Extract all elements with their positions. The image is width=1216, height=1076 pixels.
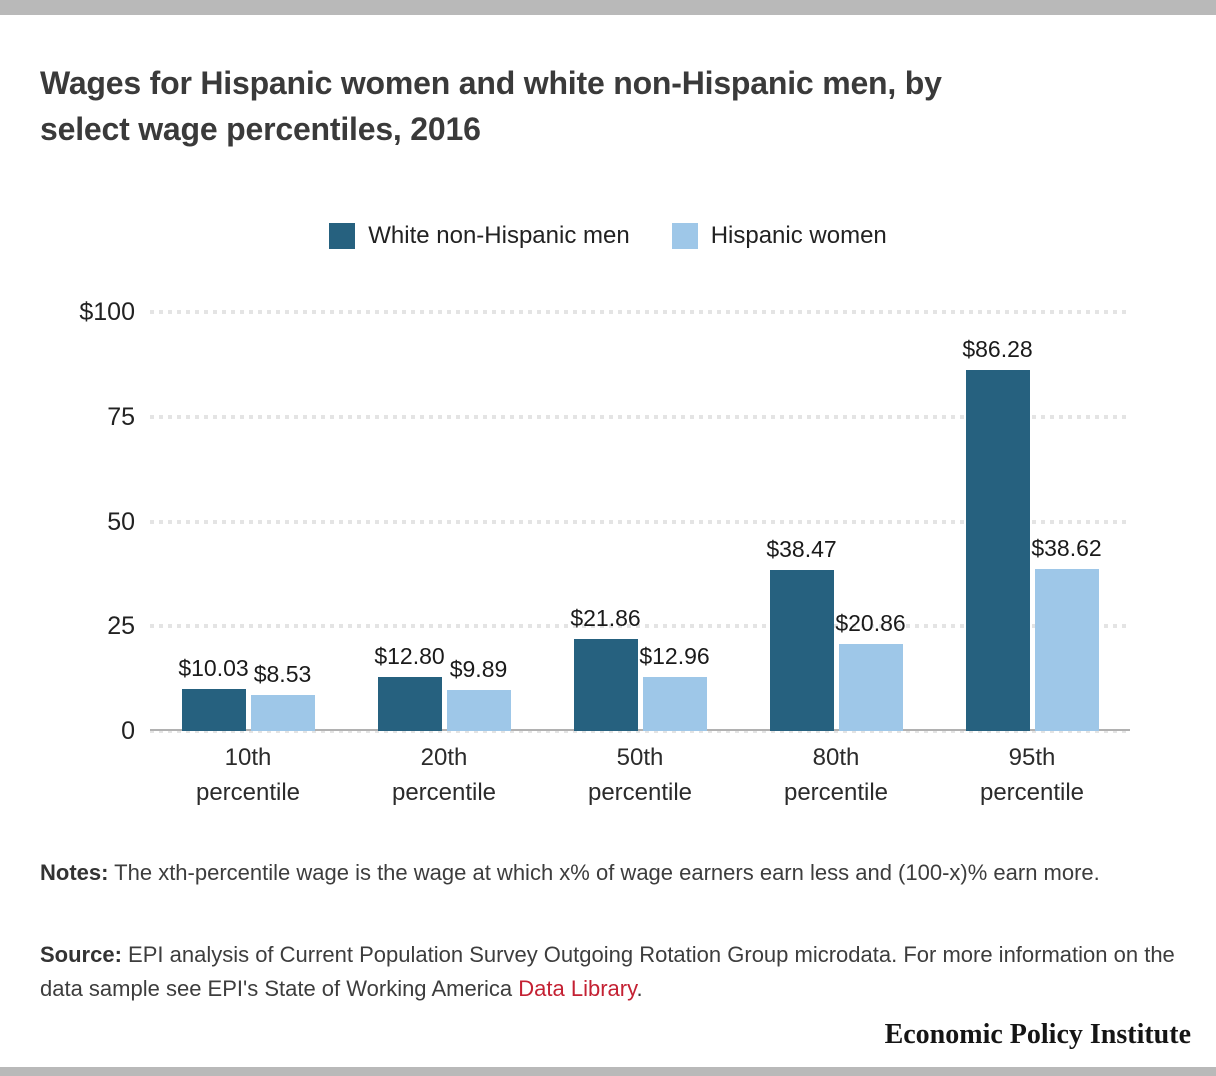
notes-text: Notes: The xth-percentile wage is the wa…: [40, 860, 1100, 885]
bar-group-50th: $21.86 $12.96 50th percentile: [542, 280, 738, 806]
bar-value-label: $20.86: [835, 609, 906, 636]
bar-white-men-95th[interactable]: $86.28: [962, 336, 1033, 731]
bar-group-20th: $12.80 $9.89 20th percentile: [346, 280, 542, 806]
bar-white-men-20th[interactable]: $12.80: [374, 643, 445, 731]
gridline: [150, 624, 1130, 629]
top-border-bar: [0, 0, 1216, 15]
bar-white-men-50th[interactable]: $21.86: [570, 605, 641, 731]
page-title: Wages for Hispanic women and white non-H…: [40, 60, 1180, 152]
bar-value-label: $86.28: [962, 335, 1033, 362]
page-title-line2: select wage percentiles, 2016: [40, 111, 481, 147]
gridline: [150, 519, 1130, 524]
bar-value-label: $8.53: [253, 661, 312, 688]
bar-white-men-10th[interactable]: $10.03: [178, 655, 249, 731]
epi-logo-text: Economic Policy Institute: [884, 1019, 1191, 1050]
legend-item-hispanic-women[interactable]: Hispanic women: [671, 222, 887, 250]
page-title-line1: Wages for Hispanic women and white non-H…: [40, 65, 942, 101]
notes-label: Notes:: [40, 860, 109, 885]
bar-value-label: $38.47: [766, 535, 837, 562]
bar-value-label: $10.03: [178, 655, 249, 681]
bar-hispanic-women-80th[interactable]: $20.86: [835, 610, 906, 731]
y-axis-tick-label: 0: [121, 717, 135, 745]
bar-hispanic-women-95th[interactable]: $38.62: [1031, 535, 1102, 731]
bottom-border-bar: [0, 1067, 1216, 1076]
data-library-link[interactable]: Data Library: [518, 976, 637, 1001]
y-axis-tick-label: 25: [107, 612, 135, 641]
source-label: Source:: [40, 942, 122, 967]
x-axis-label-95th: 95th percentile: [979, 744, 1085, 806]
legend-swatch-white-men: [329, 223, 356, 249]
y-axis-tick-label: 50: [107, 507, 135, 536]
bar-value-label: $38.62: [1031, 535, 1102, 562]
bar-chart: $100 75 50 25 0 $10.03 $8.53 10th percentile…: [0, 280, 1216, 810]
gridline: [150, 310, 1130, 314]
bar-hispanic-women-50th[interactable]: $12.96: [639, 643, 710, 731]
bar-value-label: $12.80: [374, 643, 445, 670]
legend-swatch-hispanic-women: [671, 223, 698, 249]
y-axis-tick-label: $100: [79, 298, 135, 326]
bar-value-label: $9.89: [449, 655, 508, 682]
legend: White non-Hispanic men Hispanic women: [0, 222, 1216, 250]
x-axis-label-50th: 50th percentile: [587, 744, 693, 806]
source-text: Source: EPI analysis of Current Populati…: [40, 942, 1175, 1001]
gridline: [150, 414, 1130, 419]
x-axis-label-80th: 80th percentile: [783, 744, 889, 806]
bar-group-10th: $10.03 $8.53 10th percentile: [150, 280, 346, 806]
bar-group-95th: $86.28 $38.62 95th percentile: [934, 280, 1130, 807]
bar-white-men-80th[interactable]: $38.47: [766, 536, 837, 731]
legend-item-white-men[interactable]: White non-Hispanic men: [329, 222, 630, 250]
plot-area: $10.03 $8.53 10th percentile $12.80 $9.8…: [150, 280, 1130, 807]
legend-label-hispanic-women: Hispanic women: [710, 222, 887, 249]
legend-label-white-men: White non-Hispanic men: [368, 222, 630, 249]
y-axis-tick-label: 75: [107, 402, 135, 431]
bar-group-80th: $38.47 $20.86 80th percentile: [738, 280, 934, 806]
x-axis-line: [150, 729, 1130, 731]
bar-value-label: $21.86: [570, 605, 641, 632]
bar-hispanic-women-10th[interactable]: $8.53: [250, 661, 315, 731]
gridline: [150, 729, 1130, 733]
bar-value-label: $12.96: [639, 642, 710, 669]
x-axis-label-10th: 10th percentile: [195, 744, 301, 806]
x-axis-label-20th: 20th percentile: [391, 744, 497, 806]
bar-hispanic-women-20th[interactable]: $9.89: [446, 656, 511, 731]
